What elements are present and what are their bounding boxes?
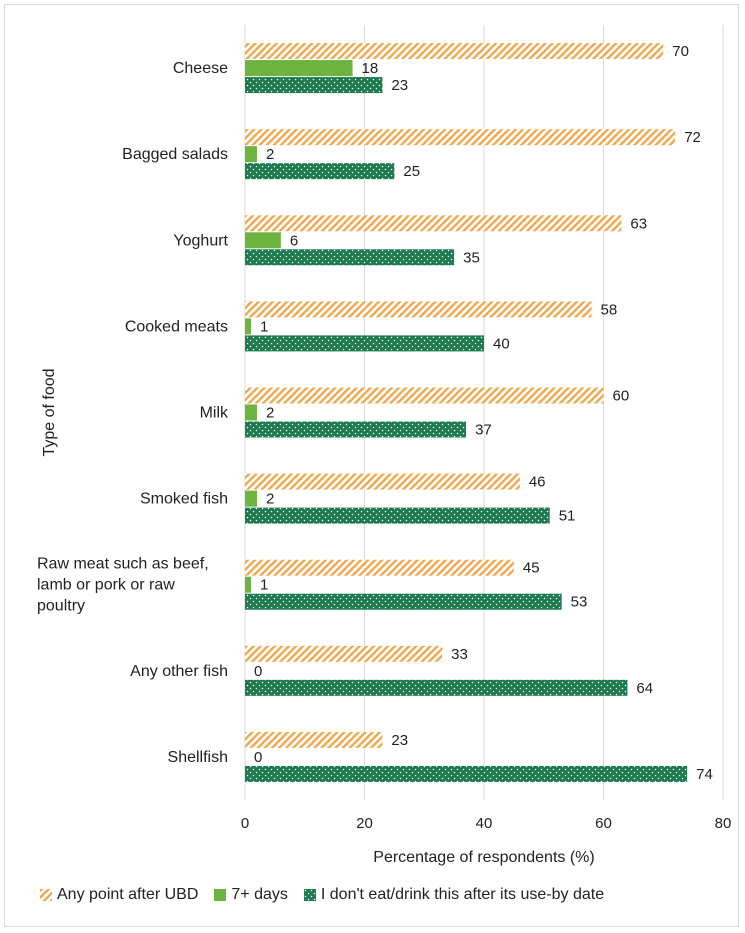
x-tick-label: 0 <box>241 815 249 832</box>
data-label-dont-eat-1: 25 <box>403 163 420 180</box>
legend-item-any-point: Any point after UBD <box>40 886 198 904</box>
bar-any-point-2 <box>245 215 622 232</box>
legend: Any point after UBD 7+ days I don't eat/… <box>40 886 604 904</box>
y-axis-title: Type of food <box>41 368 58 456</box>
x-tick-label: 80 <box>715 815 732 832</box>
category-label: Raw meat such as beef, <box>37 556 209 573</box>
data-label-any-point-3: 58 <box>601 301 618 318</box>
category-label: lamb or pork or raw <box>37 577 175 594</box>
data-label-any-point-4: 60 <box>613 388 630 405</box>
bar-dont-eat-2 <box>245 249 455 266</box>
bar-any-point-5 <box>245 473 520 490</box>
data-label-7-days-2: 6 <box>290 232 298 249</box>
data-label-any-point-8: 23 <box>391 732 408 749</box>
bar-dont-eat-8 <box>245 765 688 782</box>
data-label-7-days-4: 2 <box>266 405 274 422</box>
legend-item-7-days: 7+ days <box>214 886 288 904</box>
x-tick-label: 60 <box>595 815 612 832</box>
category-label: Smoked fish <box>140 491 228 508</box>
bar-7-days-6 <box>245 576 251 593</box>
category-label: Yoghurt <box>173 232 228 249</box>
data-label-dont-eat-8: 74 <box>696 766 713 783</box>
bar-dont-eat-3 <box>245 335 484 352</box>
x-axis-title: Percentage of respondents (%) <box>373 849 594 866</box>
data-label-7-days-5: 2 <box>266 491 274 508</box>
data-label-any-point-1: 72 <box>684 129 701 146</box>
data-label-7-days-6: 1 <box>260 577 268 594</box>
bar-7-days-3 <box>245 318 251 335</box>
x-tick-label: 20 <box>356 815 373 832</box>
bar-dont-eat-7 <box>245 679 628 696</box>
data-label-dont-eat-0: 23 <box>391 77 408 94</box>
category-label: Cooked meats <box>125 318 228 335</box>
bar-any-point-7 <box>245 645 443 662</box>
data-label-dont-eat-7: 64 <box>636 680 653 697</box>
data-label-7-days-1: 2 <box>266 146 274 163</box>
bar-dont-eat-6 <box>245 593 562 610</box>
bar-dont-eat-4 <box>245 421 467 438</box>
bar-any-point-8 <box>245 731 383 748</box>
legend-label-any-point: Any point after UBD <box>57 886 199 903</box>
bar-7-days-4 <box>245 404 257 421</box>
chart-frame <box>4 4 739 927</box>
data-label-dont-eat-2: 35 <box>463 249 480 266</box>
category-label: Milk <box>200 405 229 422</box>
legend-swatch-any-point <box>40 889 52 901</box>
bar-any-point-6 <box>245 559 514 576</box>
data-label-7-days-8: 0 <box>254 749 262 766</box>
data-label-dont-eat-5: 51 <box>559 508 576 525</box>
bar-dont-eat-0 <box>245 77 383 94</box>
bar-dont-eat-5 <box>245 507 550 524</box>
data-label-dont-eat-3: 40 <box>493 335 510 352</box>
bar-any-point-1 <box>245 129 676 146</box>
data-label-7-days-7: 0 <box>254 663 262 680</box>
data-label-dont-eat-6: 53 <box>571 594 588 611</box>
category-label: Cheese <box>173 60 228 77</box>
data-label-7-days-0: 18 <box>362 60 379 77</box>
category-label: Shellfish <box>168 749 228 766</box>
bar-7-days-5 <box>245 490 257 507</box>
data-label-any-point-6: 45 <box>523 560 540 577</box>
bar-7-days-1 <box>245 146 257 163</box>
x-tick-label: 40 <box>476 815 493 832</box>
data-label-any-point-0: 70 <box>672 43 689 60</box>
data-label-any-point-5: 46 <box>529 474 546 491</box>
bar-any-point-4 <box>245 387 604 404</box>
legend-label-dont-eat: I don't eat/drink this after its use-by … <box>320 886 605 903</box>
bar-7-days-0 <box>245 60 353 77</box>
bar-any-point-0 <box>245 43 664 60</box>
bar-7-days-2 <box>245 232 281 249</box>
legend-item-dont-eat: I don't eat/drink this after its use-by … <box>303 886 605 904</box>
data-label-any-point-2: 63 <box>630 215 647 232</box>
legend-label-7-days: 7+ days <box>231 886 288 903</box>
category-label: Any other fish <box>130 663 228 680</box>
data-label-dont-eat-4: 37 <box>475 422 492 439</box>
data-label-any-point-7: 33 <box>451 646 468 663</box>
bar-any-point-3 <box>245 301 592 318</box>
legend-swatch-7-days <box>214 889 227 901</box>
category-label: poultry <box>37 598 85 615</box>
category-label: Bagged salads <box>122 146 228 163</box>
bar-dont-eat-1 <box>245 163 395 180</box>
data-label-7-days-3: 1 <box>260 318 268 335</box>
legend-swatch-dont-eat <box>303 889 316 901</box>
